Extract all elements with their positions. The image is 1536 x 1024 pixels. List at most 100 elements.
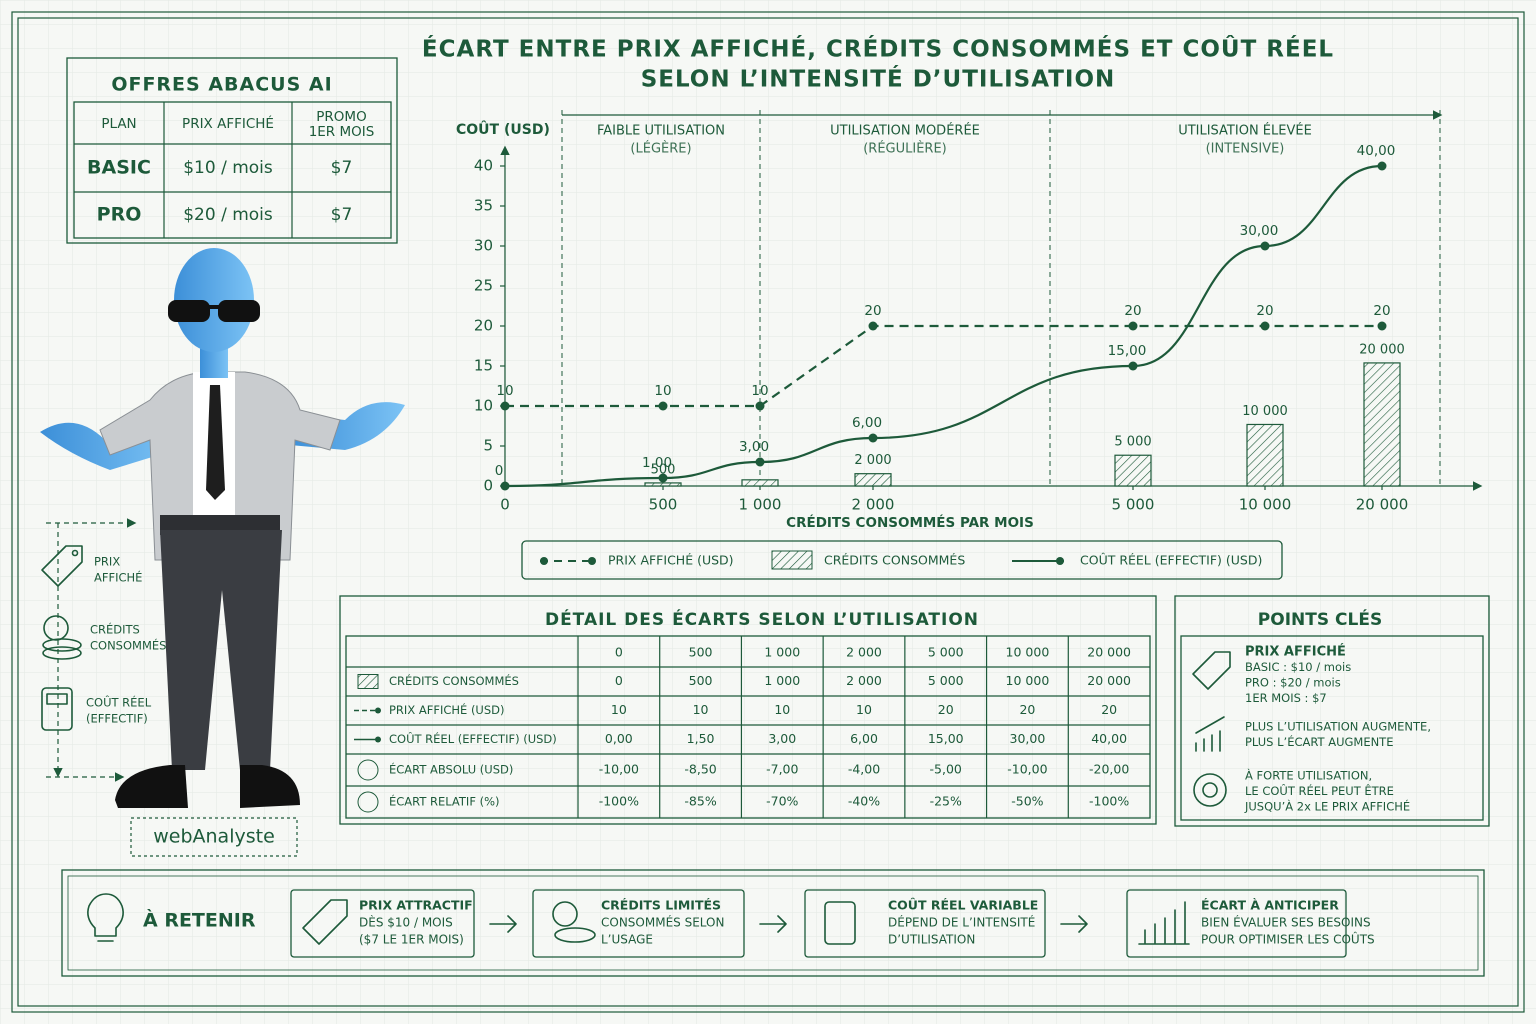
y-tick-label: 15 — [474, 357, 493, 375]
detail-cell: -5,00 — [930, 762, 962, 777]
detail-cell: 20 — [938, 702, 954, 717]
keypoint-text: PRO : $20 / mois — [1245, 676, 1341, 690]
region-sublabel: (RÉGULIÈRE) — [863, 141, 947, 157]
detail-cell: -20,00 — [1089, 762, 1129, 777]
keypoint-icon — [1192, 651, 1231, 690]
pricing-cell: $7 — [331, 205, 353, 225]
legend-label: CRÉDITS CONSOMMÉS — [824, 553, 965, 568]
detail-cell: 10 — [611, 702, 627, 717]
detail-col-header: 10 000 — [1006, 645, 1050, 660]
retain-title: À RETENIR — [143, 909, 256, 932]
detail-cell: -4,00 — [848, 762, 880, 777]
detail-cell: -7,00 — [766, 762, 798, 777]
retain-card-text: CRÉDITS LIMITÉS — [601, 898, 721, 913]
y-tick-label: 10 — [474, 397, 493, 415]
bar — [741, 479, 779, 487]
keypoint-icon — [1195, 716, 1225, 752]
keypoint-text: À FORTE UTILISATION, — [1245, 768, 1372, 783]
detail-cell: 1 000 — [764, 673, 800, 688]
point — [658, 473, 668, 483]
keypoint-text: PRIX AFFICHÉ — [1245, 644, 1346, 660]
keypoint-icon — [1202, 782, 1218, 798]
detail-cell: 15,00 — [928, 731, 964, 746]
bar-label: 2 000 — [854, 453, 891, 468]
retain-card-text: D’UTILISATION — [888, 933, 975, 947]
chart-title: SELON L’INTENSITÉ D’UTILISATION — [641, 65, 1116, 93]
detail-cell: 3,00 — [768, 731, 796, 746]
point — [1377, 161, 1387, 171]
y-axis-title: COÛT (USD) — [456, 120, 550, 138]
detail-row-label: ÉCART ABSOLU (USD) — [389, 762, 513, 777]
bulb-icon — [87, 893, 124, 942]
y-tick-label: 30 — [474, 237, 493, 255]
retain-card-text: COÛT RÉEL VARIABLE — [888, 898, 1038, 913]
card-icon — [554, 927, 596, 943]
point — [1260, 321, 1270, 331]
bar — [1246, 423, 1284, 487]
keypoint-text: 1ER MOIS : $7 — [1245, 691, 1327, 705]
side-legend-decor — [41, 518, 298, 857]
detail-cell: 20 — [1101, 702, 1117, 717]
pricing-cell: $20 / mois — [183, 205, 273, 225]
y-tick-label: 40 — [474, 157, 493, 175]
row-icon — [357, 759, 379, 781]
region-label: UTILISATION ÉLEVÉE — [1178, 123, 1312, 139]
legend-dot — [1056, 557, 1064, 565]
retain-card-text: ($7 LE 1ER MOIS) — [359, 933, 464, 947]
detail-cell: 2 000 — [846, 673, 882, 688]
y-tick-label: 35 — [474, 197, 493, 215]
chart-title: ÉCART ENTRE PRIX AFFICHÉ, CRÉDITS CONSOM… — [422, 35, 1334, 63]
x-tick-label: 5 000 — [1112, 496, 1155, 514]
point-label: 20 — [1256, 303, 1273, 319]
pricing-frame — [66, 57, 398, 244]
point — [868, 433, 878, 443]
detail-row-label: ÉCART RELATIF (%) — [389, 794, 500, 809]
pricing-cell: $7 — [331, 158, 353, 178]
point-label: 3,00 — [739, 439, 769, 455]
point — [500, 481, 510, 491]
region-label: FAIBLE UTILISATION — [597, 124, 725, 139]
point — [1260, 241, 1270, 251]
x-tick-label: 500 — [649, 496, 678, 514]
side-legend-label: AFFICHÉ — [94, 570, 142, 585]
legend-label: COÛT RÉEL (EFFECTIF) (USD) — [1080, 553, 1262, 568]
y-tick-label: 20 — [474, 317, 493, 335]
x-tick-label: 0 — [500, 496, 510, 514]
bar-label: 5 000 — [1114, 435, 1151, 450]
detail-col-header: 500 — [689, 645, 713, 660]
detail-cell: 1,50 — [687, 731, 715, 746]
keypoint-text: BASIC : $10 / mois — [1245, 660, 1351, 674]
side-legend-label: (EFFECTIF) — [86, 712, 148, 726]
detail-col-header: 2 000 — [846, 645, 882, 660]
detail-frame — [339, 595, 1157, 825]
detail-cell: -10,00 — [599, 762, 639, 777]
legend-dot — [588, 557, 596, 565]
detail-cell: 10 000 — [1006, 673, 1050, 688]
detail-col-header: 20 000 — [1087, 645, 1131, 660]
point-label: 15,00 — [1108, 343, 1147, 359]
region-sublabel: (LÉGÈRE) — [630, 141, 691, 157]
detail-cell: -8,50 — [684, 762, 716, 777]
pricing-cell: PRO — [97, 204, 142, 226]
retain-card-text: L’USAGE — [601, 933, 653, 947]
retain-arrow — [759, 915, 787, 933]
detail-title: DÉTAIL DES ÉCARTS SELON L’UTILISATION — [545, 608, 979, 630]
pricing-title: OFFRES ABACUS AI — [111, 74, 332, 96]
pricing-header: PROMO 1ER MOIS — [309, 109, 375, 140]
keypoints-frame — [1174, 595, 1490, 827]
card-icon — [552, 901, 578, 927]
detail-cell: 5 000 — [928, 673, 964, 688]
side-legend-label: PRIX — [94, 555, 120, 569]
retain-card-text: DÈS $10 / MOIS — [359, 915, 453, 930]
x-tick-label: 20 000 — [1356, 496, 1409, 514]
card-icon — [824, 901, 856, 945]
y-tick-label: 5 — [483, 437, 493, 455]
retain-card-text: PRIX ATTRACTIF — [359, 898, 473, 913]
bar-label: 20 000 — [1359, 342, 1405, 357]
brand: webAnalyste — [153, 826, 275, 848]
x-tick-label: 1 000 — [739, 496, 782, 514]
detail-cell: 10 — [856, 702, 872, 717]
point — [755, 401, 765, 411]
retain-card-text: DÉPEND DE L’INTENSITÉ — [888, 915, 1035, 930]
detail-cell: 10 — [774, 702, 790, 717]
